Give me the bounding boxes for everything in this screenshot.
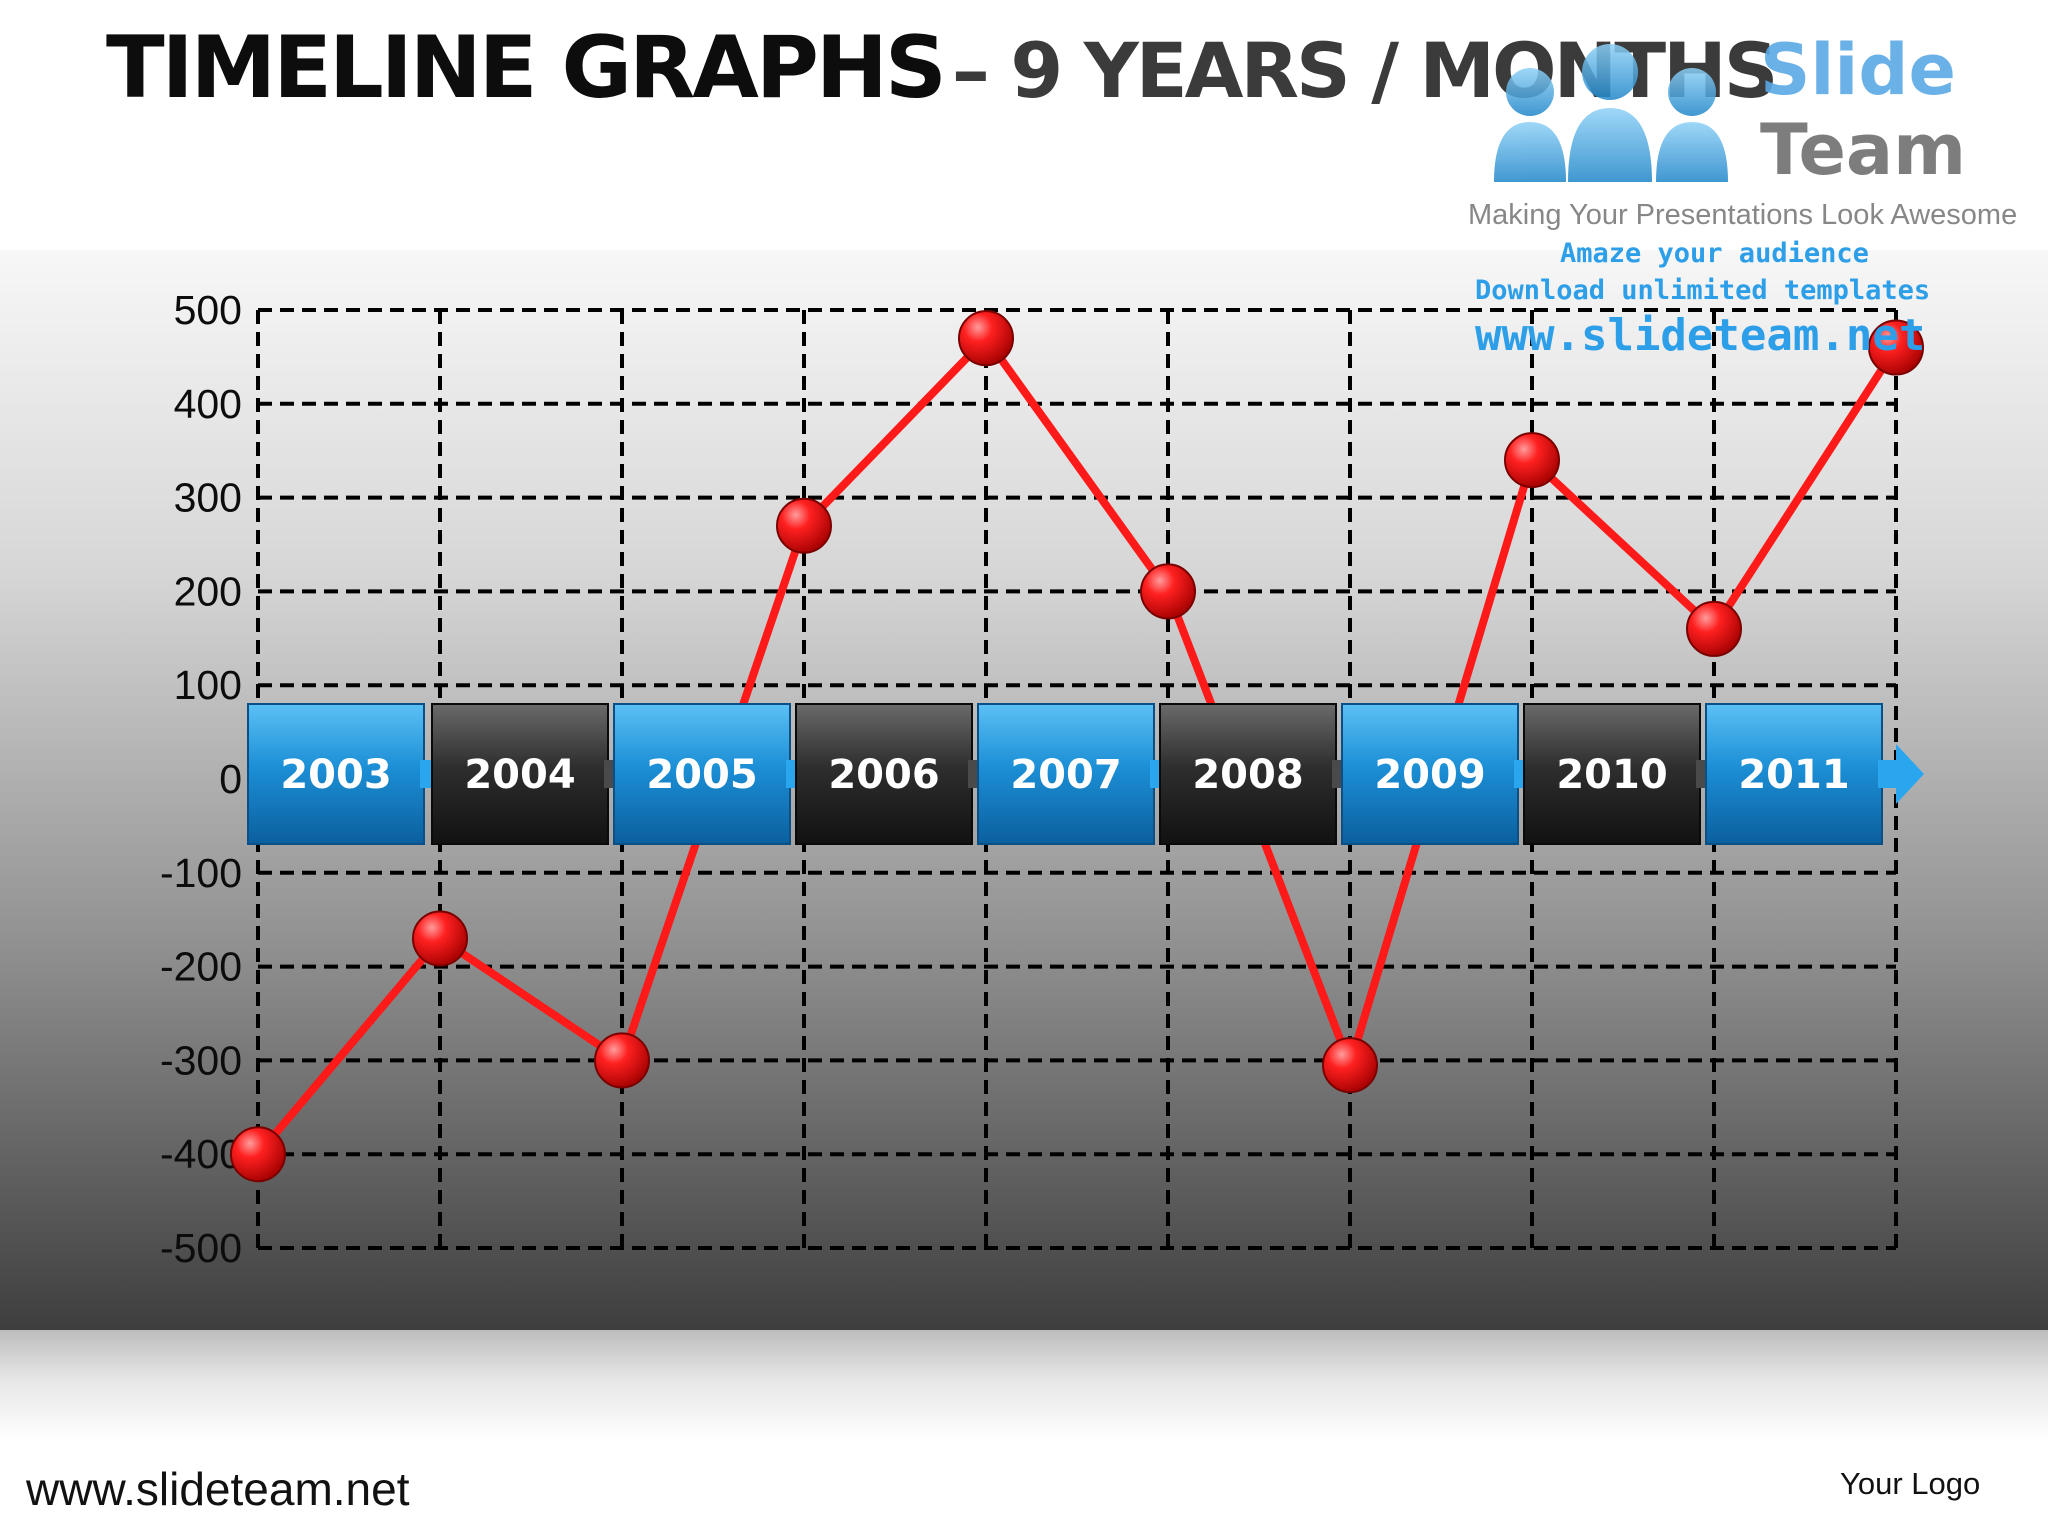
floor-reflection <box>0 1330 2048 1440</box>
y-tick-label: 500 <box>174 287 242 333</box>
data-point-marker <box>1504 432 1560 489</box>
year-box-fill <box>247 703 425 845</box>
year-box-2007: 2007 <box>977 703 1196 845</box>
brand-tagline: Making Your Presentations Look Awesome <box>1470 199 2017 231</box>
year-label: 2005 <box>646 752 757 798</box>
y-tick-label: 200 <box>174 568 242 614</box>
promo-line1: Amaze your audience <box>1560 238 1869 269</box>
year-timeline: 2003 2004 2005 2006 2007 2008 2009 2010 2011 <box>247 703 1924 845</box>
year-box-fill <box>1159 703 1337 845</box>
year-label: 2006 <box>828 752 939 798</box>
y-tick-label: -200 <box>160 944 242 990</box>
slide-title: TIMELINE GRAPHS – 9 YEARS / MONTHS <box>106 18 1779 118</box>
year-label: 2010 <box>1556 752 1667 798</box>
year-label: 2003 <box>280 752 391 798</box>
data-point-marker <box>958 310 1014 367</box>
year-box-2011: 2011 <box>1705 703 1924 845</box>
year-label: 2009 <box>1374 752 1485 798</box>
data-point-marker <box>594 1032 650 1089</box>
series-markers <box>230 310 1924 1183</box>
year-box-fill <box>1523 703 1701 845</box>
slideteam-watermark: Slide Team Making Your Presentations Loo… <box>1470 29 2017 361</box>
year-label: 2004 <box>464 752 575 798</box>
year-box-2005: 2005 <box>613 703 832 845</box>
year-label: 2007 <box>1010 752 1121 798</box>
data-point-marker <box>1140 563 1196 620</box>
year-box-2006: 2006 <box>795 703 1014 845</box>
data-point-marker <box>230 1126 286 1183</box>
title-subtitle: – 9 YEARS / MONTHS <box>951 26 1779 115</box>
year-box-fill <box>613 703 791 845</box>
title-main: TIMELINE GRAPHS <box>106 18 947 118</box>
year-box-fill <box>1705 703 1883 845</box>
footer-logo-placeholder: Your Logo <box>1840 1466 1981 1501</box>
data-point-marker <box>1868 319 1924 376</box>
year-box-fill <box>1341 703 1519 845</box>
y-tick-label: 300 <box>174 475 242 521</box>
data-point-marker <box>776 497 832 554</box>
year-box-2009: 2009 <box>1341 703 1560 845</box>
data-point-marker <box>1322 1037 1378 1094</box>
series-line-path <box>254 334 1900 1157</box>
y-tick-label: -400 <box>160 1131 242 1177</box>
brand-line2: Team <box>1760 109 1966 191</box>
year-label: 2008 <box>1192 752 1303 798</box>
promo-line2: Download unlimited templates <box>1475 275 1930 306</box>
data-point-marker <box>412 910 468 967</box>
timeline-arrow-icon <box>1878 744 1924 804</box>
y-axis-ticks: 500 400 300 200 100 0 -100 -200 -300 -400 -500 <box>160 287 242 1271</box>
y-tick-label: 400 <box>174 381 242 427</box>
year-label: 2011 <box>1738 752 1849 798</box>
y-tick-label: -300 <box>160 1037 242 1083</box>
year-box-2010: 2010 <box>1523 703 1742 845</box>
y-tick-label: 0 <box>219 756 242 802</box>
y-tick-label: 100 <box>174 662 242 708</box>
brand-line1: Slide <box>1760 29 1956 111</box>
footer-url[interactable]: www.slideteam.net <box>26 1463 410 1515</box>
series-line <box>254 334 1900 1157</box>
year-box-fill <box>977 703 1155 845</box>
y-tick-label: -100 <box>160 850 242 896</box>
year-box-fill <box>795 703 973 845</box>
people-icon <box>1494 44 1728 182</box>
promo-url: www.slideteam.net <box>1475 310 1925 361</box>
y-tick-label: -500 <box>160 1225 242 1271</box>
data-point-marker <box>1686 600 1742 657</box>
